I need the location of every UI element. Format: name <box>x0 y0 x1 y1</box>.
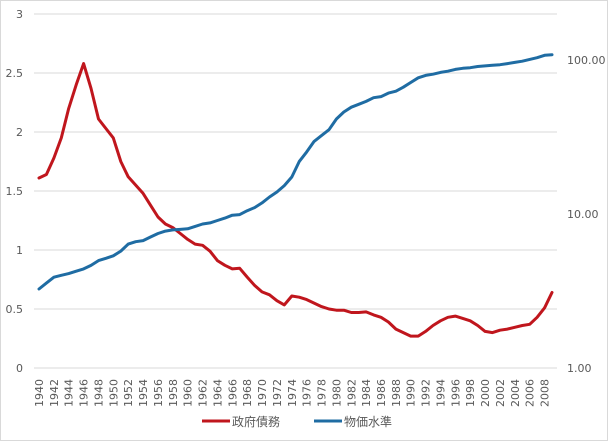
right-axis-tick-label: 10.00 <box>567 208 599 221</box>
series-line-government-debt <box>37 62 554 338</box>
x-axis-tick-label: 1968 <box>241 379 254 407</box>
x-axis-tick-label: 1942 <box>48 379 61 407</box>
x-axis-tick-label: 2006 <box>524 379 537 407</box>
x-axis-tick-label: 1964 <box>211 379 224 407</box>
x-axis-tick-label: 1970 <box>256 379 269 407</box>
x-axis-tick-label: 1958 <box>167 379 180 407</box>
x-axis-tick-label: 1976 <box>301 379 314 407</box>
x-axis-tick-label: 1998 <box>464 379 477 407</box>
x-axis-tick-label: 1974 <box>286 379 299 407</box>
x-axis-tick-label: 1956 <box>152 379 165 407</box>
x-axis-tick-label: 1992 <box>420 379 433 407</box>
right-axis-labels: 1.00 10.00 100.00 <box>567 54 606 375</box>
x-axis-tick-label: 1994 <box>434 379 447 407</box>
left-axis-tick-label: 3 <box>16 8 23 21</box>
x-axis-labels: 1940 1942 1944 1946 1948 1950 1952 1954 1956 1958… <box>33 379 552 407</box>
x-axis-tick-label: 1982 <box>345 379 358 407</box>
legend-label: 物価水準 <box>344 414 392 429</box>
right-axis-tick-label: 1.00 <box>567 362 592 375</box>
right-axis-tick-label: 100.00 <box>567 54 606 67</box>
series-line-price-level <box>37 53 554 291</box>
x-axis-tick-label: 1944 <box>63 379 76 407</box>
x-axis-tick-label: 1978 <box>316 379 329 407</box>
x-axis-tick-label: 1986 <box>375 379 388 407</box>
x-axis-tick-label: 1990 <box>405 379 418 407</box>
x-axis-tick-label: 2002 <box>494 379 507 407</box>
legend-label: 政府債務 <box>232 414 280 429</box>
x-axis-tick-label: 1948 <box>92 379 105 407</box>
x-axis-tick-label: 1950 <box>107 379 120 407</box>
x-axis-tick-label: 1962 <box>197 379 210 407</box>
x-axis-tick-label: 2000 <box>479 379 492 407</box>
legend: 政府債務 物価水準 <box>202 414 392 429</box>
left-axis-tick-label: 0.5 <box>6 303 24 316</box>
series-lines <box>37 53 554 338</box>
x-axis-tick-label: 1966 <box>226 379 239 407</box>
x-axis-tick-label: 1972 <box>271 379 284 407</box>
x-axis-tick-label: 1996 <box>449 379 462 407</box>
left-axis-tick-label: 2.5 <box>6 67 24 80</box>
x-axis-tick-label: 1946 <box>78 379 91 407</box>
x-axis-tick-label: 1960 <box>182 379 195 407</box>
x-axis-tick-label: 1954 <box>137 379 150 407</box>
left-axis-tick-label: 1.5 <box>6 185 24 198</box>
x-axis-tick-label: 2004 <box>509 379 522 407</box>
x-axis-tick-label: 1980 <box>330 379 343 407</box>
x-axis-tick-label: 1940 <box>33 379 46 407</box>
x-axis-tick-label: 1952 <box>122 379 135 407</box>
x-axis-tick-label: 1988 <box>390 379 403 407</box>
left-axis-tick-label: 2 <box>16 126 23 139</box>
left-axis-tick-label: 0 <box>16 362 23 375</box>
x-axis-tick-label: 2008 <box>539 379 552 407</box>
left-axis-labels: 0 0.5 1 1.5 2 2.5 3 <box>6 8 24 375</box>
x-axis-tick-label: 1984 <box>360 379 373 407</box>
left-axis-tick-label: 1 <box>16 244 23 257</box>
